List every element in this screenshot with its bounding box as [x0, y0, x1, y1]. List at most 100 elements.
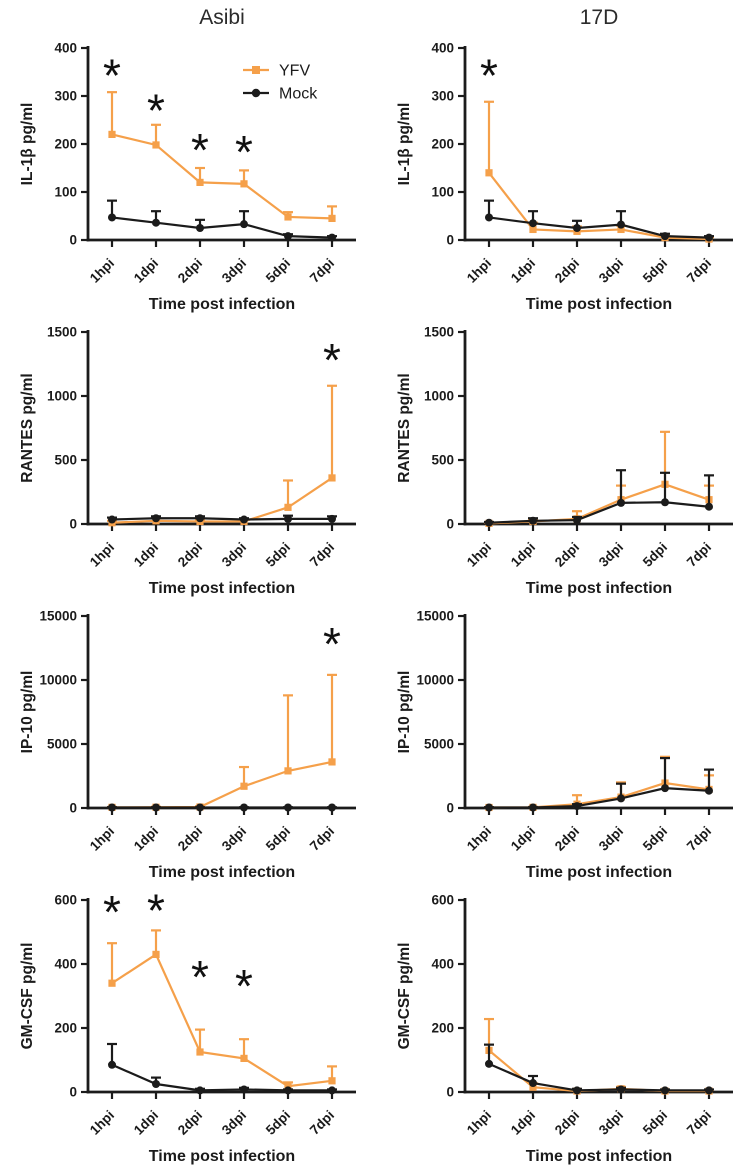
- y-axis-label: GM-CSF pg/ml: [19, 943, 36, 1050]
- series-line: [111, 477, 333, 524]
- x-tick-label: 1hpi: [87, 256, 117, 286]
- x-tick-label: 1dpi: [508, 824, 538, 854]
- series-yfv: [107, 91, 337, 222]
- y-tick-label: 0: [69, 517, 77, 532]
- y-tick-label: 15000: [416, 609, 454, 624]
- y-axis-ticks: 0 200 400 600: [431, 893, 465, 1100]
- series-line: [488, 781, 710, 809]
- series-yfv: [107, 929, 337, 1090]
- x-tick-label: 7dpi: [307, 824, 337, 854]
- x-axis-ticks: 1hpi 1dpi 2dpi 3dpi 5dpi 7dpi: [87, 1092, 337, 1138]
- significance-asterisk: *: [323, 334, 341, 386]
- axes: [86, 330, 356, 526]
- square-marker: [328, 758, 336, 766]
- series-mock: [484, 199, 714, 242]
- x-axis-ticks: 1hpi 1dpi 2dpi 3dpi 5dpi 7dpi: [464, 808, 714, 854]
- chart-cell-gmcsf-asibi: 0 200 400 600 1hpi 1dpi 2dpi 3dpi 5dpi 7dpi GM-CSF…: [0, 885, 377, 1172]
- circle-marker: [328, 1086, 336, 1095]
- y-tick-label: 400: [431, 41, 454, 56]
- y-tick-label: 0: [446, 801, 454, 816]
- x-axis-ticks: 1hpi 1dpi 2dpi 3dpi 5dpi 7dpi: [464, 240, 714, 286]
- panel-ip10-17d: 0 5000 10000 15000 1hpi 1dpi 2dpi 3dpi 5dpi 7dpi I…: [396, 609, 733, 881]
- y-tick-label: 1000: [47, 389, 77, 404]
- circle-marker: [573, 802, 581, 811]
- x-tick-label: 2dpi: [552, 256, 582, 286]
- square-marker: [108, 130, 116, 138]
- x-tick-label: 3dpi: [596, 256, 626, 286]
- circle-marker: [617, 1085, 625, 1094]
- circle-marker: [284, 514, 292, 523]
- y-axis-ticks: 0 100 200 300 400: [54, 41, 88, 248]
- circle-marker: [284, 232, 292, 241]
- significance-asterisk: *: [103, 888, 121, 938]
- y-tick-label: 500: [431, 453, 454, 468]
- y-tick-label: 10000: [416, 673, 454, 688]
- column-title-17d: 17D: [579, 6, 619, 29]
- circle-marker: [328, 803, 336, 812]
- chart-cell-ip10-17d: 0 5000 10000 15000 1hpi 1dpi 2dpi 3dpi 5dpi 7dpi I…: [377, 604, 755, 888]
- y-axis-ticks: 0 500 1000 1500: [47, 325, 88, 532]
- circle-marker: [152, 803, 160, 812]
- x-tick-label: 1hpi: [87, 540, 117, 570]
- x-tick-label: 3dpi: [596, 540, 626, 570]
- series-mock: [107, 514, 337, 524]
- chart-cell-il1b-asibi: 0 100 200 300 400 1hpi 1dpi 2dpi 3dpi 5dpi 7dpi IL-…: [0, 36, 377, 320]
- y-tick-label: 10000: [39, 673, 77, 688]
- y-tick-label: 200: [431, 1021, 454, 1036]
- x-tick-label: 2dpi: [175, 540, 205, 570]
- series-yfv: [484, 1017, 714, 1095]
- y-tick-label: 300: [54, 89, 77, 104]
- axes: [463, 614, 733, 810]
- square-marker: [240, 782, 248, 790]
- circle-marker: [108, 803, 116, 812]
- square-marker: [485, 169, 493, 177]
- panel-ip10-asibi: 0 5000 10000 15000 1hpi 1dpi 2dpi 3dpi 5dpi 7dpi I…: [19, 609, 356, 881]
- x-tick-label: 1hpi: [464, 540, 494, 570]
- legend-label: Mock: [279, 86, 318, 103]
- x-axis-label: Time post infection: [149, 864, 295, 881]
- circle-marker: [529, 516, 537, 525]
- y-tick-label: 600: [431, 893, 454, 908]
- y-tick-label: 5000: [47, 737, 77, 752]
- series-line: [489, 787, 710, 809]
- y-tick-label: 400: [54, 41, 77, 56]
- axes: [86, 898, 356, 1094]
- significance-asterisk: *: [147, 84, 165, 136]
- significance-asterisk: *: [235, 960, 253, 1012]
- x-tick-label: 3dpi: [219, 1108, 249, 1138]
- x-tick-label: 2dpi: [175, 1108, 205, 1138]
- series-line: [488, 1049, 709, 1093]
- panel-il1b-asibi: 0 100 200 300 400 1hpi 1dpi 2dpi 3dpi 5dpi 7dpi IL-…: [19, 41, 356, 313]
- circle-marker: [617, 498, 625, 507]
- x-tick-label: 7dpi: [684, 256, 714, 286]
- x-tick-label: 1dpi: [508, 256, 538, 286]
- square-marker: [284, 1082, 292, 1090]
- x-tick-label: 2dpi: [175, 256, 205, 286]
- significance-asterisk: *: [191, 951, 209, 1003]
- circle-marker: [152, 1080, 160, 1088]
- x-tick-label: 5dpi: [640, 256, 670, 286]
- y-tick-label: 0: [69, 233, 77, 248]
- panel-il1b-17d: 0 100 200 300 400 1hpi 1dpi 2dpi 3dpi 5dpi 7dpi IL-…: [396, 41, 733, 313]
- series-mock: [107, 199, 337, 242]
- axes: [463, 330, 733, 526]
- series-mock: [484, 756, 714, 812]
- x-axis-label: Time post infection: [526, 580, 672, 597]
- y-tick-label: 0: [446, 233, 454, 248]
- x-tick-label: 7dpi: [684, 1108, 714, 1138]
- square-marker: [529, 1083, 537, 1091]
- square-marker: [328, 474, 336, 482]
- circle-marker: [661, 498, 669, 507]
- significance-asterisk: *: [323, 618, 341, 670]
- significance-asterisk: *: [480, 49, 498, 101]
- x-tick-label: 3dpi: [596, 1108, 626, 1138]
- circle-marker: [573, 224, 581, 232]
- axes: [463, 46, 733, 242]
- square-marker: [284, 213, 292, 221]
- circle-marker: [240, 1085, 248, 1094]
- y-axis-ticks: 0 5000 10000 15000: [416, 609, 465, 816]
- circle-marker: [152, 218, 160, 227]
- x-axis-label: Time post infection: [149, 296, 295, 313]
- x-tick-label: 2dpi: [175, 824, 205, 854]
